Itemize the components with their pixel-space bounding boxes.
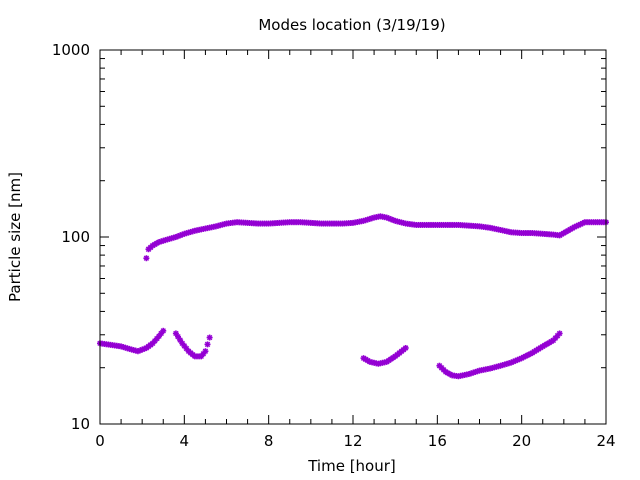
y-axis-label: Particle size [nm] [6, 172, 24, 302]
data-point [402, 344, 409, 351]
x-tick-label: 12 [343, 432, 362, 450]
x-tick-label: 8 [264, 432, 274, 450]
x-axis: 0 4 8 12 16 20 24 [95, 50, 616, 450]
x-tick-label: 4 [180, 432, 190, 450]
data-point [556, 330, 563, 337]
chart-title: Modes location (3/19/19) [258, 16, 445, 34]
y-tick-label: 1000 [52, 41, 90, 59]
data-point [202, 348, 209, 355]
x-tick-label: 16 [428, 432, 447, 450]
data-points [97, 213, 609, 380]
y-tick-label: 100 [61, 228, 90, 246]
x-tick-label: 20 [512, 432, 531, 450]
x-tick-label: 24 [596, 432, 615, 450]
x-axis-label: Time [hour] [307, 457, 396, 475]
x-tick-label: 0 [95, 432, 105, 450]
data-point [206, 334, 213, 341]
data-point [160, 327, 167, 334]
data-point [204, 341, 211, 348]
data-point [143, 255, 150, 262]
y-tick-label: 10 [71, 415, 90, 433]
y-axis: 10 100 1000 [52, 41, 606, 433]
